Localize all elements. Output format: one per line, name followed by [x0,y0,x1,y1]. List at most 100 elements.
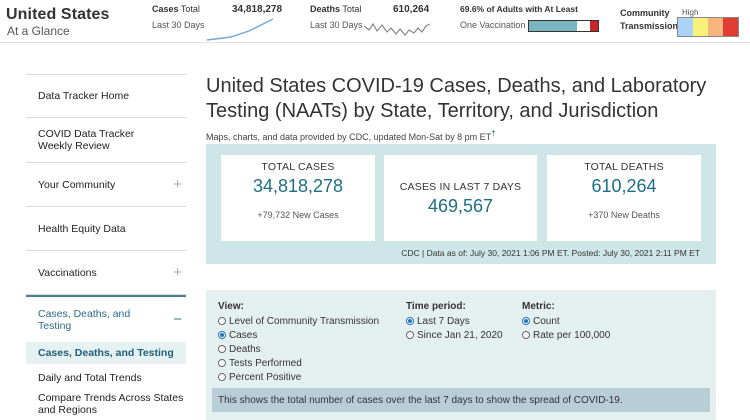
transmission-swatch-1 [678,18,693,36]
vaccination-sub: One Vaccination [460,20,526,30]
vaccination-progress-bar [528,20,599,32]
radio-button-icon[interactable] [218,345,226,353]
radio-button-icon[interactable] [218,317,226,325]
view-filter-group: View: Level of Community Transmission Cas… [218,301,379,384]
total-cases-card: TOTAL CASES 34,818,278 +79,732 New Cases [221,155,375,241]
sidebar-item-vaccinations[interactable]: Vaccinations + [26,251,186,295]
cases-total-label: Total [180,4,200,14]
sub-item-compare-trends[interactable]: Compare Trends Across States and Regions [38,392,184,416]
transmission-label: Transmission [620,21,679,31]
view-option-tests-performed[interactable]: Tests Performed [218,356,379,370]
sidebar-item-label: Health Equity Data [38,222,126,235]
view-description: This shows the total number of cases ove… [212,388,710,412]
sub-item-cases-deaths-testing[interactable]: Cases, Deaths, and Testing [26,342,186,364]
radio-button-icon[interactable] [218,359,226,367]
last-7-days-label: CASES IN LAST 7 DAYS [399,181,522,193]
transmission-swatch-3 [708,18,723,36]
sidebar-item-label: COVID Data Tracker Weekly Review [38,128,135,152]
sidebar-item-cases-deaths-testing[interactable]: Cases, Deaths, and Testing − [26,295,186,342]
new-deaths-text: +370 New Deaths [588,210,660,220]
sidebar-item-health-equity[interactable]: Health Equity Data [26,207,186,251]
metric-option-rate-per-100-000[interactable]: Rate per 100,000 [522,328,610,342]
vaccination-progress-fill [529,21,578,31]
radio-label: Last 7 Days [417,315,470,327]
top-bar: United States At a Glance Cases Total 34… [0,0,750,43]
cases-label: Cases [152,4,179,14]
radio-button-icon[interactable] [218,331,226,339]
total-cases-value: 34,818,278 [252,176,344,196]
sidebar-sub-list: Cases, Deaths, and Testing Daily and Tot… [26,342,186,416]
radio-label: Deaths [229,343,261,355]
total-deaths-label: TOTAL DEATHS [584,161,664,173]
deaths-period: Last 30 Days [310,20,363,30]
collapse-minus-icon[interactable]: − [173,310,182,328]
view-option-percent-positive[interactable]: Percent Positive [218,370,379,384]
vaccination-label: 69.6% of Adults with At Least [460,4,578,14]
high-label: High [682,8,699,17]
last-7-days-card: CASES IN LAST 7 DAYS 469,567 [384,155,537,241]
metric-filter-group: Metric: Count Rate per 100,000 [522,301,610,342]
time-period-option-last-7-days[interactable]: Last 7 Days [406,314,503,328]
radio-label: Percent Positive [229,371,302,383]
expand-plus-icon[interactable]: + [173,263,182,281]
sidebar-item-label: Vaccinations [38,266,97,279]
transmission-swatch-4 [723,18,738,36]
transmission-swatch-2 [693,18,708,36]
view-option-cases[interactable]: Cases [218,328,379,342]
total-cases-label: TOTAL CASES [261,161,335,173]
sidebar-item-label: Your Community [38,178,116,191]
data-provided-text: Maps, charts, and data provided by CDC, … [206,132,492,142]
data-provided-note: Maps, charts, and data provided by CDC, … [206,129,496,142]
cases-sparkline [207,18,273,41]
last-7-days-value: 469,567 [427,196,494,216]
radio-label: Since Jan 21, 2020 [417,329,503,341]
cases-total-value: 34,818,278 [232,4,283,15]
total-deaths-card: TOTAL DEATHS 610,264 +370 New Deaths [547,155,701,241]
sidebar-item-weekly-review[interactable]: COVID Data Tracker Weekly Review [26,118,186,163]
cases-summary[interactable]: Cases Total 34,818,278 Last 30 Days [152,4,283,41]
radio-label: Count [533,315,560,327]
sidebar-item-data-tracker-home[interactable]: Data Tracker Home [26,74,186,118]
location-title: United States [6,6,110,23]
deaths-summary[interactable]: Deaths Total 610,264 Last 30 Days [310,4,440,36]
view-option-level-of-community-transmission[interactable]: Level of Community Transmission [218,314,379,328]
filters-panel: View: Level of Community Transmission Cas… [206,290,716,420]
metric-options: Count Rate per 100,000 [522,314,610,342]
time-period-heading: Time period: [406,301,466,312]
view-options: Level of Community Transmission Cases Deat… [218,314,379,384]
radio-button-icon[interactable] [522,317,530,325]
view-option-deaths[interactable]: Deaths [218,342,379,356]
deaths-label: Deaths [310,4,341,14]
sub-item-daily-total-trends[interactable]: Daily and Total Trends [38,372,142,384]
dagger-footnote-link[interactable]: † [491,129,496,138]
radio-label: Rate per 100,000 [533,329,611,341]
sidebar-item-label: Cases, Deaths, and Testing [38,307,131,332]
stats-panel: TOTAL CASES 34,818,278 +79,732 New Cases… [206,144,716,264]
time-period-filter-group: Time period: Last 7 Days Since Jan 21, 20… [406,301,503,342]
time-period-options: Last 7 Days Since Jan 21, 2020 [406,314,503,342]
metric-heading: Metric: [522,301,555,312]
radio-label: Tests Performed [229,357,302,369]
metric-option-count[interactable]: Count [522,314,610,328]
sidebar-item-label: Data Tracker Home [38,90,130,102]
radio-button-icon[interactable] [522,331,530,339]
radio-label: Level of Community Transmission [229,315,380,327]
radio-button-icon[interactable] [406,331,414,339]
deaths-total-label: Total [342,4,362,14]
time-period-option-since-jan-21-2020[interactable]: Since Jan 21, 2020 [406,328,503,342]
radio-button-icon[interactable] [218,373,226,381]
sidebar-nav: Data Tracker Home COVID Data Tracker Wee… [26,74,186,416]
cases-period: Last 30 Days [152,20,205,30]
sidebar-item-your-community[interactable]: Your Community + [26,163,186,207]
deaths-sparkline [364,22,430,36]
data-as-of-footer: CDC | Data as of: July 30, 2021 1:06 PM … [401,248,700,258]
community-label: Community [620,8,670,18]
vaccination-progress-cap [590,21,598,31]
radio-button-icon[interactable] [406,317,414,325]
expand-plus-icon[interactable]: + [173,175,182,193]
page-title: United States COVID-19 Cases, Deaths, an… [206,75,707,122]
view-heading: View: [218,301,244,312]
radio-label: Cases [229,329,258,341]
total-deaths-value: 610,264 [591,176,657,196]
vaccination-summary[interactable]: 69.6% of Adults with At Least One Vaccin… [460,4,599,32]
